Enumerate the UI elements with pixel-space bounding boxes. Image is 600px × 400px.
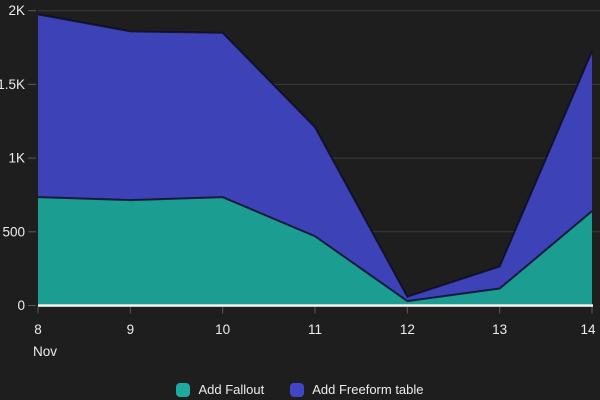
- axis-ticks: [28, 10, 593, 314]
- x-axis-baseline: [38, 304, 593, 307]
- y-axis-labels: 0 500 1K 1.5K 2K: [0, 3, 25, 313]
- legend-label: Add Freeform table: [312, 382, 424, 397]
- area-series-group: [37, 13, 593, 306]
- x-tick-label: 13: [492, 322, 507, 337]
- x-tick-label: 12: [400, 322, 415, 337]
- x-tick-label: 14: [580, 322, 596, 337]
- y-tick-label: 0: [17, 298, 25, 313]
- legend-swatch-blue-icon: [290, 383, 305, 397]
- area-edge-add-freeform-table: [37, 13, 593, 298]
- area-add-fallout: [38, 197, 592, 306]
- x-tick-label: 9: [127, 322, 135, 337]
- area-edge-add-fallout: [37, 196, 593, 303]
- y-tick-label: 2K: [8, 3, 25, 18]
- y-tick-label: 1K: [8, 151, 25, 166]
- y-tick-label: 500: [2, 224, 25, 239]
- legend-swatch-teal-icon: [176, 383, 191, 397]
- x-axis-month-label: Nov: [33, 344, 57, 359]
- y-tick-label: 1.5K: [0, 77, 25, 92]
- legend-label: Add Fallout: [198, 382, 265, 397]
- legend-item-add-freeform-table[interactable]: Add Freeform table: [290, 382, 424, 397]
- x-axis-labels: 8 9 10 11 12 13 14: [34, 322, 596, 337]
- chart-legend: Add Fallout Add Freeform table: [0, 380, 600, 400]
- legend-item-add-fallout[interactable]: Add Fallout: [176, 383, 264, 397]
- x-tick-label: 10: [215, 322, 230, 337]
- x-tick-label: 11: [308, 322, 322, 337]
- area-add-freeform-table: [38, 14, 592, 302]
- x-tick-label: 8: [34, 322, 42, 337]
